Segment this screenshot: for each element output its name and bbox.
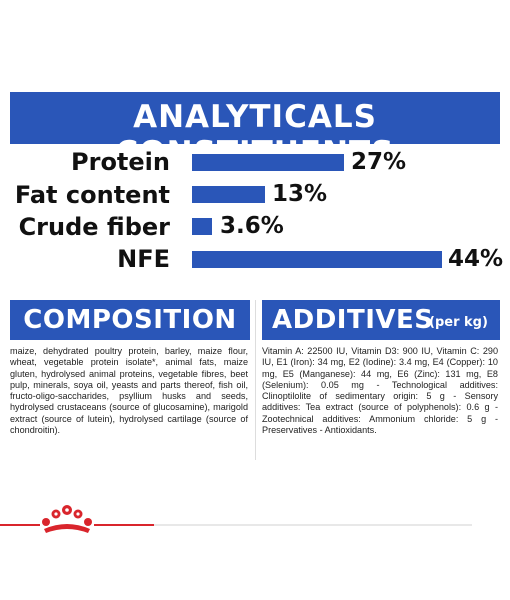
row-value: 44% (448, 246, 504, 272)
analyticals-banner: ANALYTICALS CONSTITUENTS (10, 92, 500, 171)
composition-title: COMPOSITION (23, 305, 237, 335)
additives-title: ADDITIVES (272, 305, 434, 335)
row-label: Crude fiber (18, 213, 170, 241)
composition-text: maize, dehydrated poultry protein, barle… (10, 346, 248, 436)
footer-line-mid (94, 524, 154, 526)
row-label: Protein (71, 148, 170, 176)
value-bar (192, 154, 344, 171)
footer-line-right (154, 524, 472, 526)
row-value: 27% (351, 149, 407, 175)
column-divider (255, 300, 256, 460)
row-value: 13% (272, 181, 328, 207)
value-bar (192, 251, 442, 268)
footer-line-left (0, 524, 40, 526)
row-value: 3.6% (220, 213, 284, 239)
row-label: NFE (117, 245, 170, 273)
additives-banner: ADDITIVES (per kg) (262, 300, 500, 340)
additives-subtitle: (per kg) (429, 315, 488, 330)
value-bar (192, 218, 212, 235)
row-label: Fat content (14, 181, 170, 209)
value-bar (192, 186, 265, 203)
composition-banner: COMPOSITION (10, 300, 250, 340)
analyticals-title: ANALYTICALS CONSTITUENTS (115, 99, 395, 171)
royal-crown-icon (42, 505, 92, 533)
additives-text: Vitamin A: 22500 IU, Vitamin D3: 900 IU,… (262, 346, 498, 436)
